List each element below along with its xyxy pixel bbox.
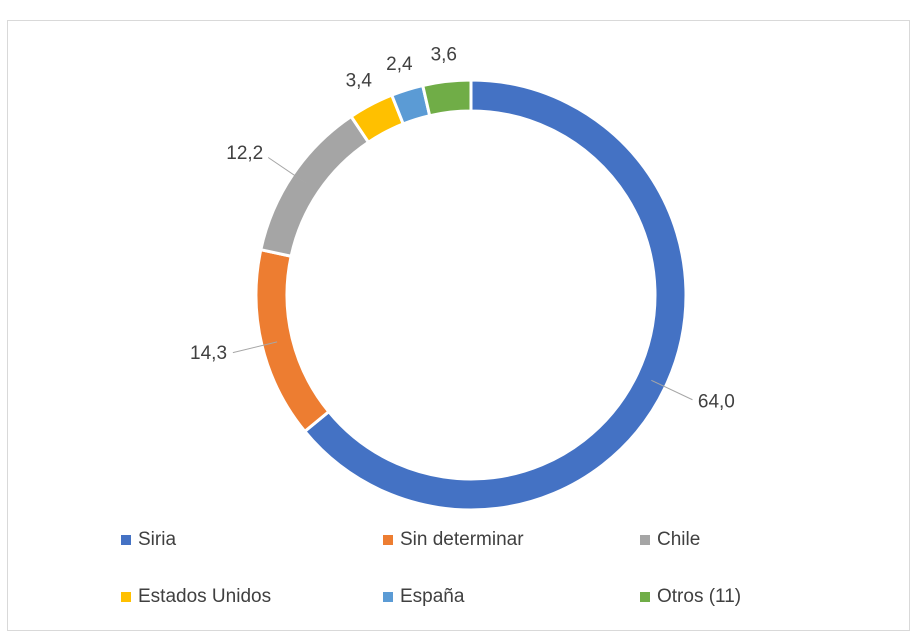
data-label: 12,2 xyxy=(226,143,263,164)
legend-marker xyxy=(640,535,650,545)
leader-line xyxy=(232,341,278,354)
legend-label: Otros (11) xyxy=(657,586,741,607)
leader-line xyxy=(651,379,693,401)
data-label: 3,4 xyxy=(346,71,373,92)
chart-border xyxy=(7,20,910,631)
legend-marker xyxy=(121,592,131,602)
legend-marker xyxy=(640,592,650,602)
data-label: 2,4 xyxy=(386,54,413,75)
legend-label: Sin determinar xyxy=(400,529,524,550)
legend-label: España xyxy=(400,586,465,607)
data-label: 3,6 xyxy=(431,45,457,66)
legend-marker xyxy=(121,535,131,545)
donut-segment xyxy=(420,78,473,118)
legend-marker xyxy=(383,592,393,602)
leader-line xyxy=(267,157,307,184)
legend-label: Siria xyxy=(138,529,176,550)
donut-segment xyxy=(302,78,688,512)
legend-label: Estados Unidos xyxy=(138,586,271,607)
data-label: 64,0 xyxy=(698,391,735,412)
legend-marker xyxy=(383,535,393,545)
legend-label: Chile xyxy=(657,529,700,550)
data-label: 14,3 xyxy=(190,343,227,364)
